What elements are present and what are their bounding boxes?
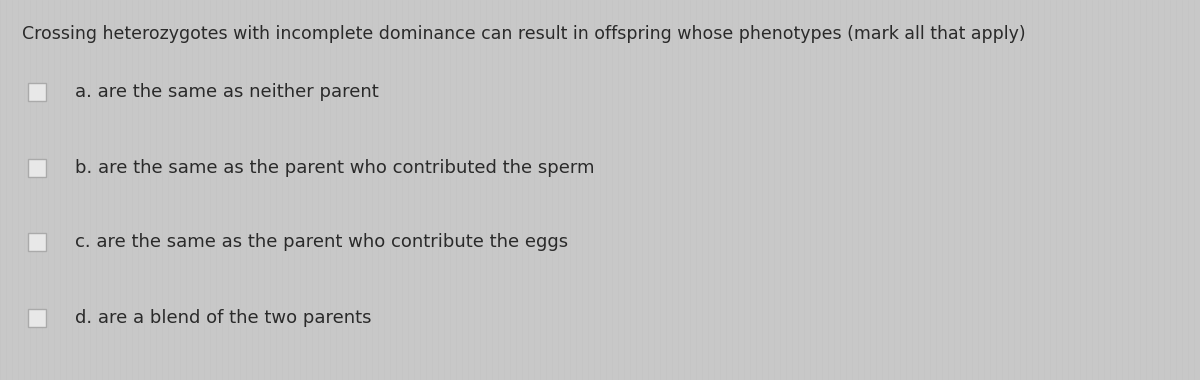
Text: b. are the same as the parent who contributed the sperm: b. are the same as the parent who contri…: [74, 159, 594, 177]
FancyBboxPatch shape: [28, 233, 46, 251]
FancyBboxPatch shape: [28, 159, 46, 177]
FancyBboxPatch shape: [28, 83, 46, 101]
Text: a. are the same as neither parent: a. are the same as neither parent: [74, 83, 379, 101]
FancyBboxPatch shape: [28, 309, 46, 327]
Text: Crossing heterozygotes with incomplete dominance can result in offspring whose p: Crossing heterozygotes with incomplete d…: [22, 25, 1026, 43]
Text: c. are the same as the parent who contribute the eggs: c. are the same as the parent who contri…: [74, 233, 568, 251]
Text: d. are a blend of the two parents: d. are a blend of the two parents: [74, 309, 372, 327]
